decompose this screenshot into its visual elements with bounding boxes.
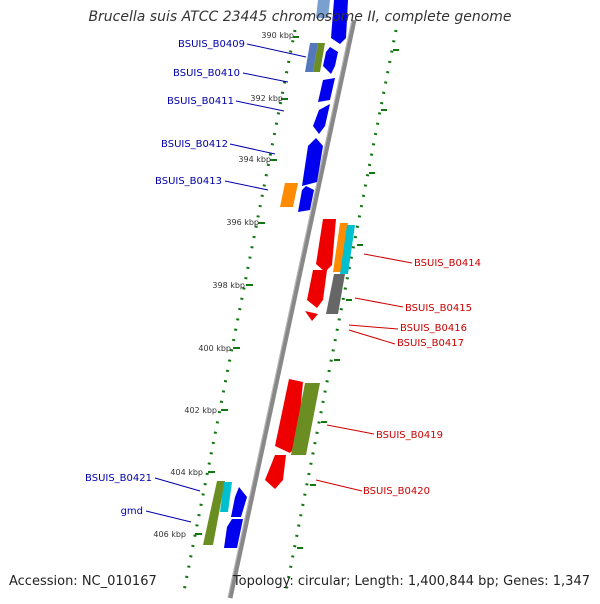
gene-label-b0419[interactable]: BSUIS_B0419 bbox=[376, 430, 443, 441]
tick-label: 392 kbp bbox=[250, 94, 283, 103]
gene-arrow[interactable] bbox=[331, 0, 348, 44]
map-title: Brucella suis ATCC 23445 chromosome II, … bbox=[88, 9, 512, 25]
tick-398: 398 kbp bbox=[212, 281, 253, 290]
gene-label-b0415[interactable]: BSUIS_B0415 bbox=[405, 303, 472, 314]
outer-track-dots bbox=[283, 29, 398, 597]
gene-block-b0409b[interactable] bbox=[313, 43, 325, 72]
reverse-genes bbox=[265, 219, 355, 489]
gene-arrow-b0413[interactable] bbox=[298, 186, 314, 212]
tick-label: 400 kbp bbox=[198, 344, 231, 353]
gene-arrow[interactable] bbox=[316, 0, 330, 18]
gene-arrow-gmd[interactable] bbox=[224, 519, 243, 548]
tick-400: 400 kbp bbox=[198, 344, 240, 353]
gene-arrow-b0411b[interactable] bbox=[313, 104, 330, 134]
gene-arrow-b0421[interactable] bbox=[231, 487, 247, 517]
gene-label-gmd[interactable]: gmd bbox=[121, 506, 143, 517]
gene-block-b0409[interactable] bbox=[305, 43, 318, 72]
gene-block-b0414c[interactable] bbox=[340, 225, 355, 274]
gene-block-b0421[interactable] bbox=[203, 481, 225, 545]
gene-block-b0421b[interactable] bbox=[220, 482, 232, 512]
gene-block-b0414b[interactable] bbox=[333, 223, 348, 272]
gene-arrow-b0416[interactable] bbox=[305, 311, 318, 321]
gene-arrow-b0411[interactable] bbox=[318, 78, 335, 102]
reverse-callouts bbox=[315, 253, 413, 492]
genome-summary-text: Topology: circular; Length: 1,400,844 bp… bbox=[232, 574, 590, 589]
gene-label-b0421[interactable]: BSUIS_B0421 bbox=[85, 473, 152, 484]
gene-arrow-b0414[interactable] bbox=[316, 219, 336, 272]
gene-arrow-b0420[interactable] bbox=[265, 455, 286, 489]
gene-block-b0415b[interactable] bbox=[326, 274, 345, 314]
gene-label-b0414[interactable]: BSUIS_B0414 bbox=[414, 258, 481, 269]
outer-track-ticks bbox=[297, 49, 399, 549]
gene-arrow-b0410[interactable] bbox=[323, 47, 338, 74]
forward-genes bbox=[203, 0, 348, 548]
tick-394: 394 kbp bbox=[238, 155, 277, 164]
inner-track-dots bbox=[181, 29, 297, 597]
gene-arrow-b0412[interactable] bbox=[302, 138, 323, 186]
forward-label-group: BSUIS_B0409 BSUIS_B0410 BSUIS_B0411 BSUI… bbox=[85, 39, 245, 517]
tick-label: 404 kbp bbox=[170, 468, 203, 477]
tick-404: 404 kbp bbox=[170, 468, 215, 477]
gene-label-b0409[interactable]: BSUIS_B0409 bbox=[178, 39, 245, 50]
tick-label: 406 kbp bbox=[153, 530, 186, 539]
gene-label-b0417[interactable]: BSUIS_B0417 bbox=[397, 338, 464, 349]
gene-label-b0411[interactable]: BSUIS_B0411 bbox=[167, 96, 234, 107]
gene-label-b0410[interactable]: BSUIS_B0410 bbox=[173, 68, 240, 79]
gene-label-b0413[interactable]: BSUIS_B0413 bbox=[155, 176, 222, 187]
tick-label: 394 kbp bbox=[238, 155, 271, 164]
gene-arrow-b0415[interactable] bbox=[307, 270, 327, 308]
accession-text: Accession: NC_010167 bbox=[9, 574, 157, 589]
tick-406: 406 kbp bbox=[153, 530, 202, 539]
tick-label: 398 kbp bbox=[212, 281, 245, 290]
tick-390: 390 kbp bbox=[261, 31, 299, 40]
tick-392: 392 kbp bbox=[250, 94, 288, 103]
gene-label-b0420[interactable]: BSUIS_B0420 bbox=[363, 486, 430, 497]
genome-backbone bbox=[227, 19, 357, 599]
tick-label: 390 kbp bbox=[261, 31, 294, 40]
tick-group: 390 kbp 392 kbp 394 kbp 396 kbp 398 kbp … bbox=[153, 31, 299, 539]
tick-396: 396 kbp bbox=[226, 218, 265, 227]
gene-label-b0416[interactable]: BSUIS_B0416 bbox=[400, 323, 467, 334]
tick-label: 402 kbp bbox=[184, 406, 217, 415]
tick-402: 402 kbp bbox=[184, 406, 228, 415]
genome-backbone-highlight bbox=[227, 19, 353, 599]
gene-block-b0419b[interactable] bbox=[291, 383, 320, 455]
forward-callouts bbox=[145, 43, 307, 523]
gene-label-b0412[interactable]: BSUIS_B0412 bbox=[161, 139, 228, 150]
gene-block-b0413[interactable] bbox=[280, 183, 298, 207]
tick-label: 396 kbp bbox=[226, 218, 259, 227]
reverse-label-group: BSUIS_B0414 BSUIS_B0415 BSUIS_B0416 BSUI… bbox=[363, 258, 481, 497]
